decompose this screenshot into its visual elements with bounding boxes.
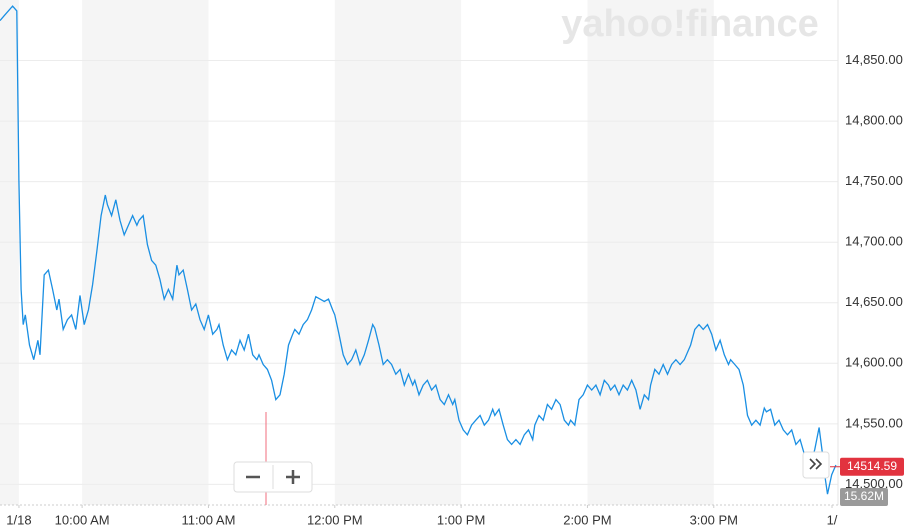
zoom-in[interactable] <box>286 470 300 484</box>
scroll-icon <box>809 458 823 470</box>
x-tick-label: 1/18 <box>6 512 31 527</box>
watermark: yahoo!finance <box>561 3 819 45</box>
volume-label: 15.62M <box>844 489 884 503</box>
y-tick-label: 14,800.00 <box>845 113 903 128</box>
plot <box>0 5 837 495</box>
zoom-controls <box>233 461 313 493</box>
band <box>334 0 462 505</box>
y-tick-label: 14,750.00 <box>845 173 903 188</box>
session-bands <box>0 0 714 505</box>
y-tick-label: 14,500.00 <box>845 476 903 491</box>
x-tick-label: 12:00 PM <box>307 512 363 527</box>
x-tick-label: 11:00 AM <box>181 512 235 527</box>
y-tick-label: 14,850.00 <box>845 52 903 67</box>
y-tick-label: 14,600.00 <box>845 355 903 370</box>
scroll-box[interactable] <box>802 451 830 479</box>
price-line <box>0 5 837 495</box>
scroll-button[interactable] <box>802 451 830 479</box>
y-tick-label: 14,550.00 <box>845 415 903 430</box>
x-tick-label: 1/ <box>827 512 838 527</box>
last-price-box <box>840 457 904 476</box>
volume-box <box>840 488 888 506</box>
grid <box>0 60 838 485</box>
band <box>82 0 209 505</box>
x-tick-label: 1:00 PM <box>437 512 485 527</box>
last-price-label: 14514.59 <box>847 459 897 473</box>
y-tick-label: 14,700.00 <box>845 234 903 249</box>
x-tick-label: 2:00 PM <box>563 512 611 527</box>
band <box>0 0 19 505</box>
x-tick-label: 10:00 AM <box>55 512 110 527</box>
x-tick-label: 3:00 PM <box>690 512 738 527</box>
y-tick-label: 14,650.00 <box>845 294 903 309</box>
band <box>587 0 714 505</box>
